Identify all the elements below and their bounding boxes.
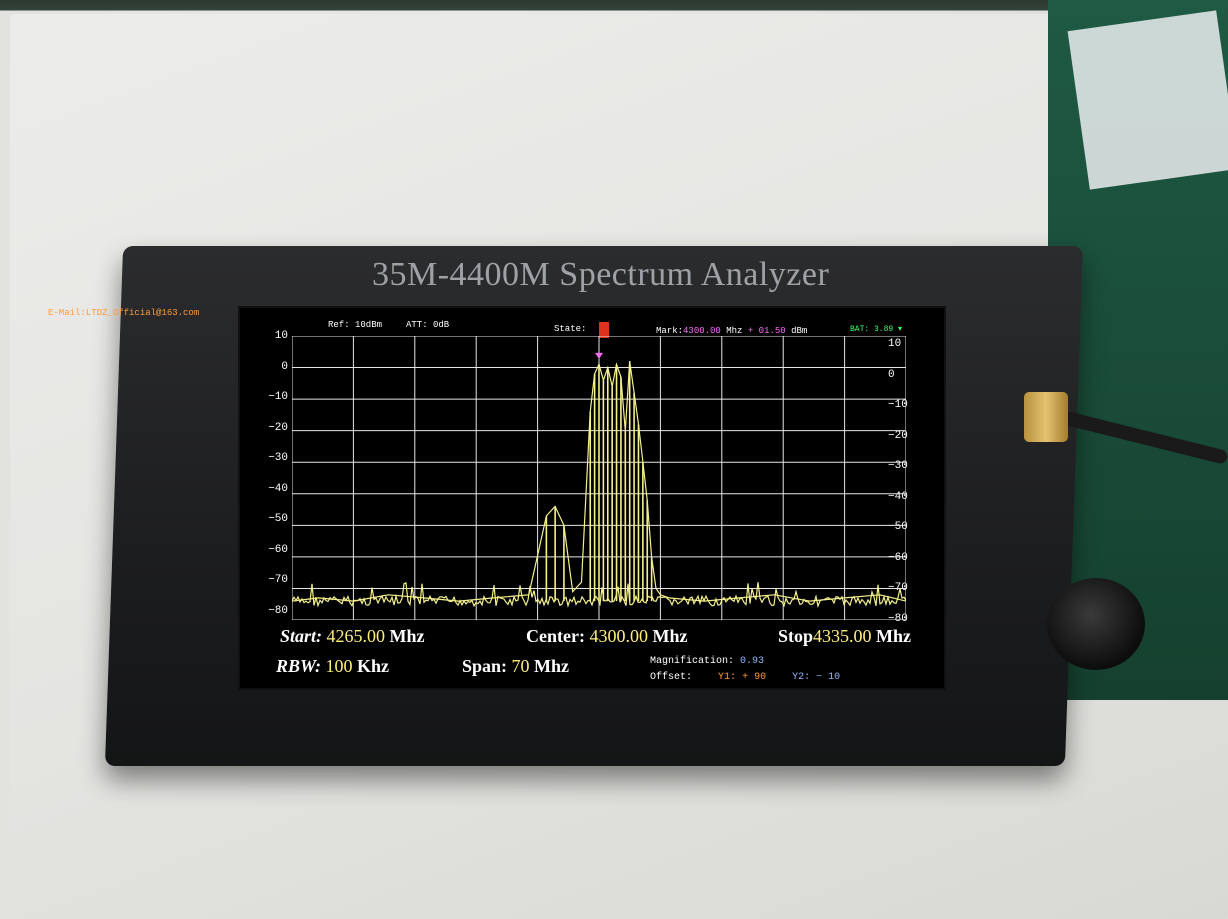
y-tick-right: −80 (888, 612, 908, 625)
marker-readout: Mark:4300.00 Mhz + 01.50 dBm (656, 326, 807, 336)
mark-level-unit: dBm (791, 326, 808, 336)
email-text: E-Mail:LTDZ_Official@163.com (48, 308, 200, 318)
span-readout: Span: 70 Mhz (462, 656, 569, 677)
state-indicator (599, 322, 609, 338)
y-tick-left: −20 (268, 421, 288, 434)
plastic-bag (1067, 10, 1228, 190)
state-label: State: (554, 324, 587, 334)
center-unit: Mhz (652, 626, 688, 646)
sma-connector[interactable] (1024, 392, 1068, 442)
center-label: Center: (526, 626, 585, 646)
span-label: Span: (462, 656, 508, 676)
mark-frequency: 4300.00 (683, 326, 721, 336)
start-readout: Start: 4265.00 Mhz (280, 626, 425, 647)
spectrum-plot (292, 336, 906, 620)
stop-value: 4335.00 (813, 626, 872, 646)
magnification-value: 0.93 (740, 656, 765, 667)
magnification-readout: Magnification: 0.93 (650, 656, 764, 667)
y-axis-right: 10 0 −10 −20 −30 −40 −50 −60 −70 −80 (886, 338, 926, 638)
y-tick-left: −40 (268, 482, 288, 495)
y-tick-right: −20 (888, 429, 908, 442)
y2-value: − 10 (816, 672, 841, 683)
y-axis-left: 10 0 −10 −20 −30 −40 −50 −60 −70 −80 (250, 330, 288, 630)
mark-frequency-unit: Mhz (726, 326, 743, 336)
y-tick-right: 10 (888, 338, 902, 350)
offset-label: Offset: (650, 672, 693, 683)
rbw-unit: Khz (357, 656, 390, 676)
marker-icon (595, 352, 603, 359)
start-label: Start: (280, 626, 323, 646)
rotary-knob[interactable] (1047, 578, 1145, 670)
device-title: 35M-4400M Spectrum Analyzer (372, 256, 830, 293)
y-tick-right: −50 (888, 521, 908, 533)
y-tick-right: −30 (888, 460, 908, 472)
y-tick-left: −30 (268, 452, 288, 464)
stop-unit: Mhz (876, 626, 912, 646)
battery-indicator: BAT: 3.89 ▾ (850, 325, 903, 334)
attenuation: ATT: 0dB (406, 320, 450, 330)
y-tick-right: −60 (888, 551, 908, 564)
center-value: 4300.00 (589, 626, 648, 646)
y-tick-left: 10 (274, 330, 288, 342)
lcd-screen (238, 306, 946, 690)
offset-readout: Offset: Y1: + 90 Y2: − 10 (650, 672, 840, 683)
stop-label: Stop (778, 626, 814, 646)
rbw-readout: RBW: 100 Khz (276, 656, 389, 677)
ref-level: Ref: 10dBm (328, 320, 383, 330)
spectrum-trace (292, 361, 906, 602)
center-readout: Center: 4300.00 Mhz (526, 626, 687, 647)
start-unit: Mhz (389, 626, 425, 646)
span-value: 70 (511, 656, 530, 676)
rbw-value: 100 (325, 656, 353, 676)
y-tick-left: −60 (268, 543, 288, 556)
y2-label: Y2: (792, 672, 811, 683)
rbw-label: RBW: (276, 656, 322, 676)
y1-value: + 90 (742, 672, 767, 683)
y-tick-right: −10 (888, 399, 908, 411)
magnification-label: Magnification: (650, 656, 735, 667)
y-tick-left: −50 (268, 513, 288, 525)
y-tick-left: −70 (268, 574, 288, 586)
stop-readout: Stop4335.00 Mhz (778, 626, 911, 647)
y1-label: Y1: (718, 672, 737, 683)
y-tick-left: −10 (268, 391, 288, 403)
mark-label: Mark: (656, 326, 684, 336)
mark-level: + 01.50 (747, 326, 786, 336)
y-tick-left: −80 (268, 604, 288, 617)
y-tick-left: 0 (281, 360, 288, 373)
start-value: 4265.00 (326, 626, 386, 646)
span-unit: Mhz (534, 656, 570, 676)
y-tick-right: 0 (888, 368, 895, 381)
